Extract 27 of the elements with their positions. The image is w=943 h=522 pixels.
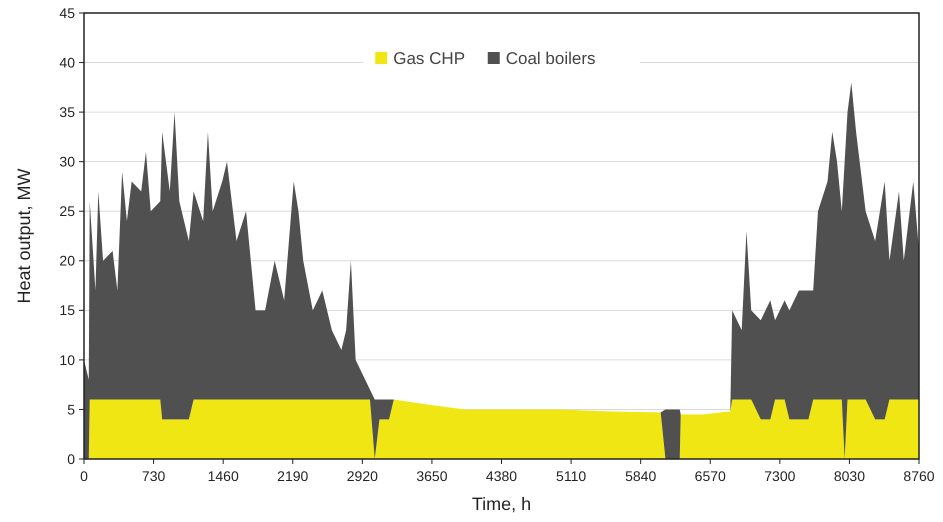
legend-label: Coal boilers [506, 48, 596, 68]
y-tick-label: 25 [59, 203, 76, 220]
x-tick-label: 7300 [764, 468, 796, 484]
x-tick-label: 5840 [625, 468, 656, 484]
x-tick-label: 4380 [486, 468, 518, 484]
y-tick-label: 45 [59, 4, 76, 21]
y-tick-label: 40 [59, 54, 76, 70]
x-tick-label: 8030 [834, 468, 866, 484]
legend-label: Gas CHP [393, 48, 466, 68]
y-tick-label: 30 [59, 154, 76, 170]
y-tick-label: 15 [59, 302, 76, 318]
y-tick-label: 5 [67, 401, 76, 418]
y-axis-title: Heat output, MW [14, 168, 34, 304]
y-tick-label: 0 [67, 450, 76, 467]
x-tick-label: 3650 [416, 468, 448, 484]
x-tick-label: 1460 [208, 468, 239, 484]
x-tick-label: 0 [80, 468, 88, 484]
y-tick-label: 20 [59, 252, 76, 269]
y-tick-label: 35 [59, 104, 76, 120]
x-axis-title: Time, h [472, 494, 532, 514]
x-tick-label: 2190 [277, 468, 309, 484]
x-tick-label: 6570 [694, 468, 726, 484]
y-tick-label: 10 [59, 352, 76, 368]
x-tick-label: 730 [142, 468, 166, 484]
x-tick-label: 8760 [903, 468, 935, 484]
x-tick-label: 5110 [556, 468, 586, 484]
x-tick-label: 2920 [346, 468, 378, 484]
